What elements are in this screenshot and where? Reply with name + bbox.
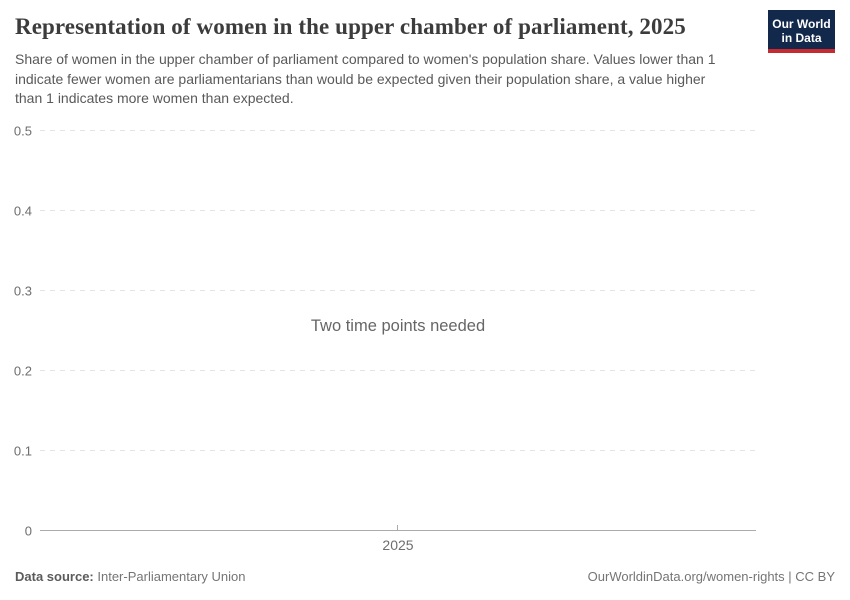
gridline: 0.2 (14, 363, 756, 378)
x-tick-label: 2025 (382, 537, 414, 553)
data-source-value: Inter-Parliamentary Union (97, 569, 246, 584)
data-source: Data source: Inter-Parliamentary Union (15, 569, 246, 584)
chart-footer: Data source: Inter-Parliamentary Union O… (15, 569, 835, 584)
chart-subtitle: Share of women in the upper chamber of p… (15, 51, 716, 106)
x-tick-mark (397, 525, 398, 530)
chart-title: Representation of women in the upper cha… (15, 14, 686, 39)
gridline: 0.5 (14, 123, 756, 138)
data-source-label: Data source: (15, 569, 94, 584)
attribution-link[interactable]: OurWorldinData.org/women-rights | CC BY (587, 569, 835, 584)
y-tick-label: 0.1 (13, 443, 32, 458)
gridline: 0.3 (14, 283, 756, 298)
y-tick-label: 0.2 (13, 363, 32, 378)
y-tick-label: 0.3 (13, 283, 32, 298)
gridline: 0.4 (14, 203, 756, 218)
x-axis-line: 0 (25, 523, 756, 538)
owid-logo-line1: Our World (772, 17, 831, 31)
owid-logo[interactable]: Our World in Data (768, 10, 835, 53)
owid-logo-line2: in Data (781, 31, 822, 45)
gridline: 0.1 (14, 443, 756, 458)
empty-state-message: Two time points needed (310, 317, 486, 335)
y-tick-label: 0.5 (13, 123, 32, 138)
y-tick-label: 0.4 (13, 203, 32, 218)
y-tick-label: 0 (24, 523, 32, 538)
